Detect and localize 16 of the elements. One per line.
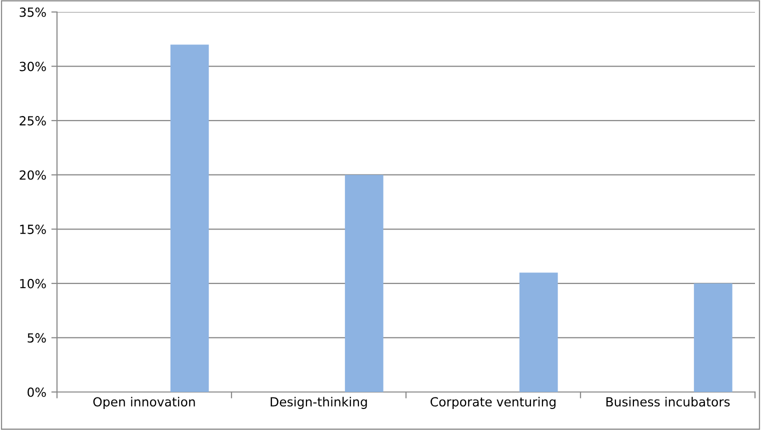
bar (170, 44, 209, 392)
bar (519, 272, 558, 392)
y-tick-label: 10% (20, 278, 46, 288)
y-tick-label: 25% (20, 116, 46, 126)
x-tick-label: Design-thinking (270, 396, 367, 409)
x-tick-label: Business incubators (606, 396, 730, 407)
y-tick-label: 0% (28, 387, 46, 397)
bar (694, 283, 732, 392)
y-tick-label: 15% (20, 224, 46, 234)
y-tick-label: 20% (20, 170, 46, 180)
x-tick-label: Corporate venturing (430, 396, 556, 409)
x-tick-label: Open innovation (93, 396, 195, 409)
y-tick-label: 35% (20, 7, 46, 17)
y-tick-label: 5% (28, 333, 46, 343)
y-tick-label: 30% (20, 62, 46, 72)
bar (344, 174, 384, 392)
